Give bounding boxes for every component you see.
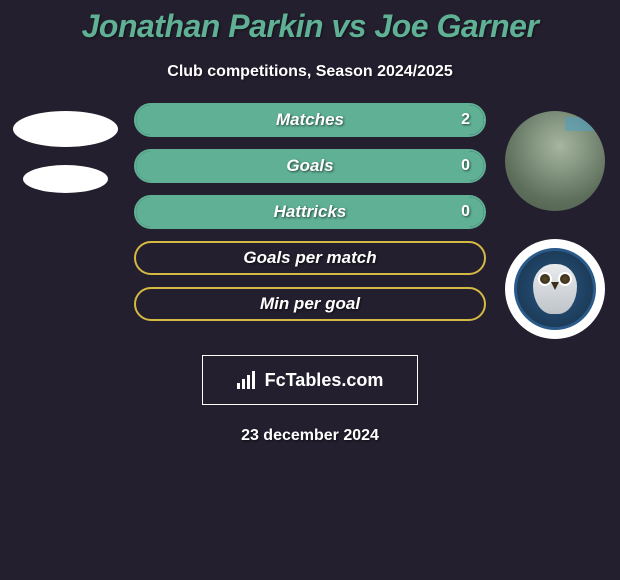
stat-bar-matches: Matches 2 — [134, 103, 486, 137]
stat-bar-goals-per-match: Goals per match — [134, 241, 486, 275]
stat-bar-hattricks: Hattricks 0 — [134, 195, 486, 229]
stat-label: Goals per match — [243, 248, 376, 268]
page-title: Jonathan Parkin vs Joe Garner — [0, 0, 620, 45]
subtitle: Club competitions, Season 2024/2025 — [0, 63, 620, 81]
team-crest-2 — [505, 239, 605, 339]
stat-value-right: 0 — [461, 157, 470, 175]
stats-section: Matches 2 Goals 0 Hattricks 0 Goals per … — [0, 103, 620, 339]
player-placeholder-1 — [13, 111, 118, 147]
stat-bar-goals: Goals 0 — [134, 149, 486, 183]
right-player-column — [490, 103, 620, 339]
team-placeholder-1 — [23, 165, 108, 193]
stat-label: Goals — [286, 156, 333, 176]
crest-inner — [514, 248, 596, 330]
stat-bar-min-per-goal: Min per goal — [134, 287, 486, 321]
stats-bars: Matches 2 Goals 0 Hattricks 0 Goals per … — [130, 103, 490, 321]
brand-text: FcTables.com — [265, 370, 384, 391]
stat-value-right: 0 — [461, 203, 470, 221]
owl-icon — [533, 264, 577, 314]
stat-value-right: 2 — [461, 111, 470, 129]
stat-label: Min per goal — [260, 294, 360, 314]
stat-label: Matches — [276, 110, 344, 130]
left-player-column — [0, 103, 130, 193]
date-label: 23 december 2024 — [0, 427, 620, 445]
stat-label: Hattricks — [274, 202, 347, 222]
bar-chart-icon — [237, 371, 259, 389]
brand-box[interactable]: FcTables.com — [202, 355, 418, 405]
player-photo-2 — [505, 111, 605, 211]
